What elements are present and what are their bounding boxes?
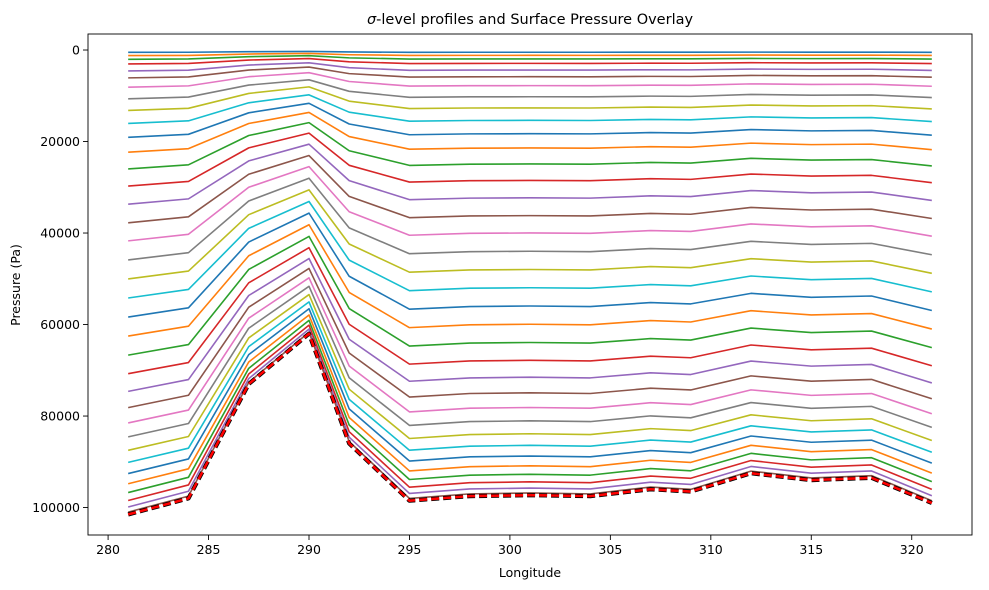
sigma-level-line [128, 276, 933, 424]
sigma-level-line [128, 267, 933, 409]
chart-title: σ-level profiles and Surface Pressure Ov… [367, 12, 694, 28]
sigma-level-line [128, 200, 932, 299]
sigma-level-line [128, 143, 932, 205]
sigma-level-line [128, 285, 933, 438]
sigma-level-line [128, 121, 932, 170]
y-axis: 0 20000 40000 60000 80000 100000 [32, 43, 88, 515]
sigma-level-line [127, 307, 933, 475]
x-tick-label: 320 [900, 542, 924, 557]
y-axis-label: Pressure (Pa) [8, 244, 23, 326]
sigma-level-line [128, 132, 932, 187]
sigma-level-line [128, 212, 933, 318]
title-sigma: σ [367, 12, 377, 28]
x-tick-label: 295 [398, 542, 422, 557]
sigma-level-line [128, 52, 932, 57]
sigma-level-line [128, 54, 932, 61]
sigma-level-line [128, 189, 932, 280]
title-rest: -level profiles and Surface Pressure Ove… [376, 12, 693, 28]
sigma-level-line [128, 154, 932, 224]
y-tick-label: 60000 [40, 317, 80, 332]
sigma-level-line [128, 246, 933, 375]
x-tick-label: 290 [297, 542, 321, 557]
x-axis-label: Longitude [499, 565, 561, 580]
plot-lines [127, 50, 933, 517]
sigma-level-line [127, 301, 933, 464]
y-tick-label: 40000 [40, 226, 80, 241]
x-tick-label: 280 [96, 542, 120, 557]
x-tick-label: 310 [699, 542, 723, 557]
sigma-level-line [127, 331, 933, 513]
y-tick-label: 0 [72, 43, 80, 58]
x-tick-label: 305 [598, 542, 622, 557]
x-tick-label: 300 [498, 542, 522, 557]
sigma-level-line [128, 102, 932, 139]
y-tick-label: 80000 [40, 409, 80, 424]
x-tick-label: 285 [197, 542, 221, 557]
sigma-level-line [128, 111, 932, 153]
sigma-level-line [127, 314, 933, 485]
sigma-level-line [127, 328, 933, 508]
sigma-level-line [128, 293, 933, 452]
sigma-level-line [128, 86, 932, 112]
sigma-level-line [128, 57, 932, 65]
sigma-level-line [128, 177, 932, 261]
plot-frame [87, 33, 973, 536]
sigma-level-line [128, 71, 932, 88]
sigma-level-line [128, 79, 932, 100]
x-tick-label: 315 [799, 542, 823, 557]
sigma-level-line [127, 324, 933, 502]
y-tick-label: 100000 [32, 500, 80, 515]
sigma-level-line [128, 223, 933, 337]
sigma-level-line [128, 235, 933, 356]
sigma-level-line [128, 165, 932, 242]
y-tick-label: 20000 [40, 134, 80, 149]
sigma-level-line [128, 94, 932, 125]
sigma-level-line [128, 257, 933, 393]
surface-pressure-line [127, 332, 933, 516]
x-axis: 280 285 290 295 300 305 310 315 320 [96, 535, 924, 557]
sigma-level-line [128, 50, 932, 54]
sigma-level-line [127, 319, 933, 494]
sigma-level-line [128, 66, 932, 79]
sigma-level-line [128, 61, 932, 72]
